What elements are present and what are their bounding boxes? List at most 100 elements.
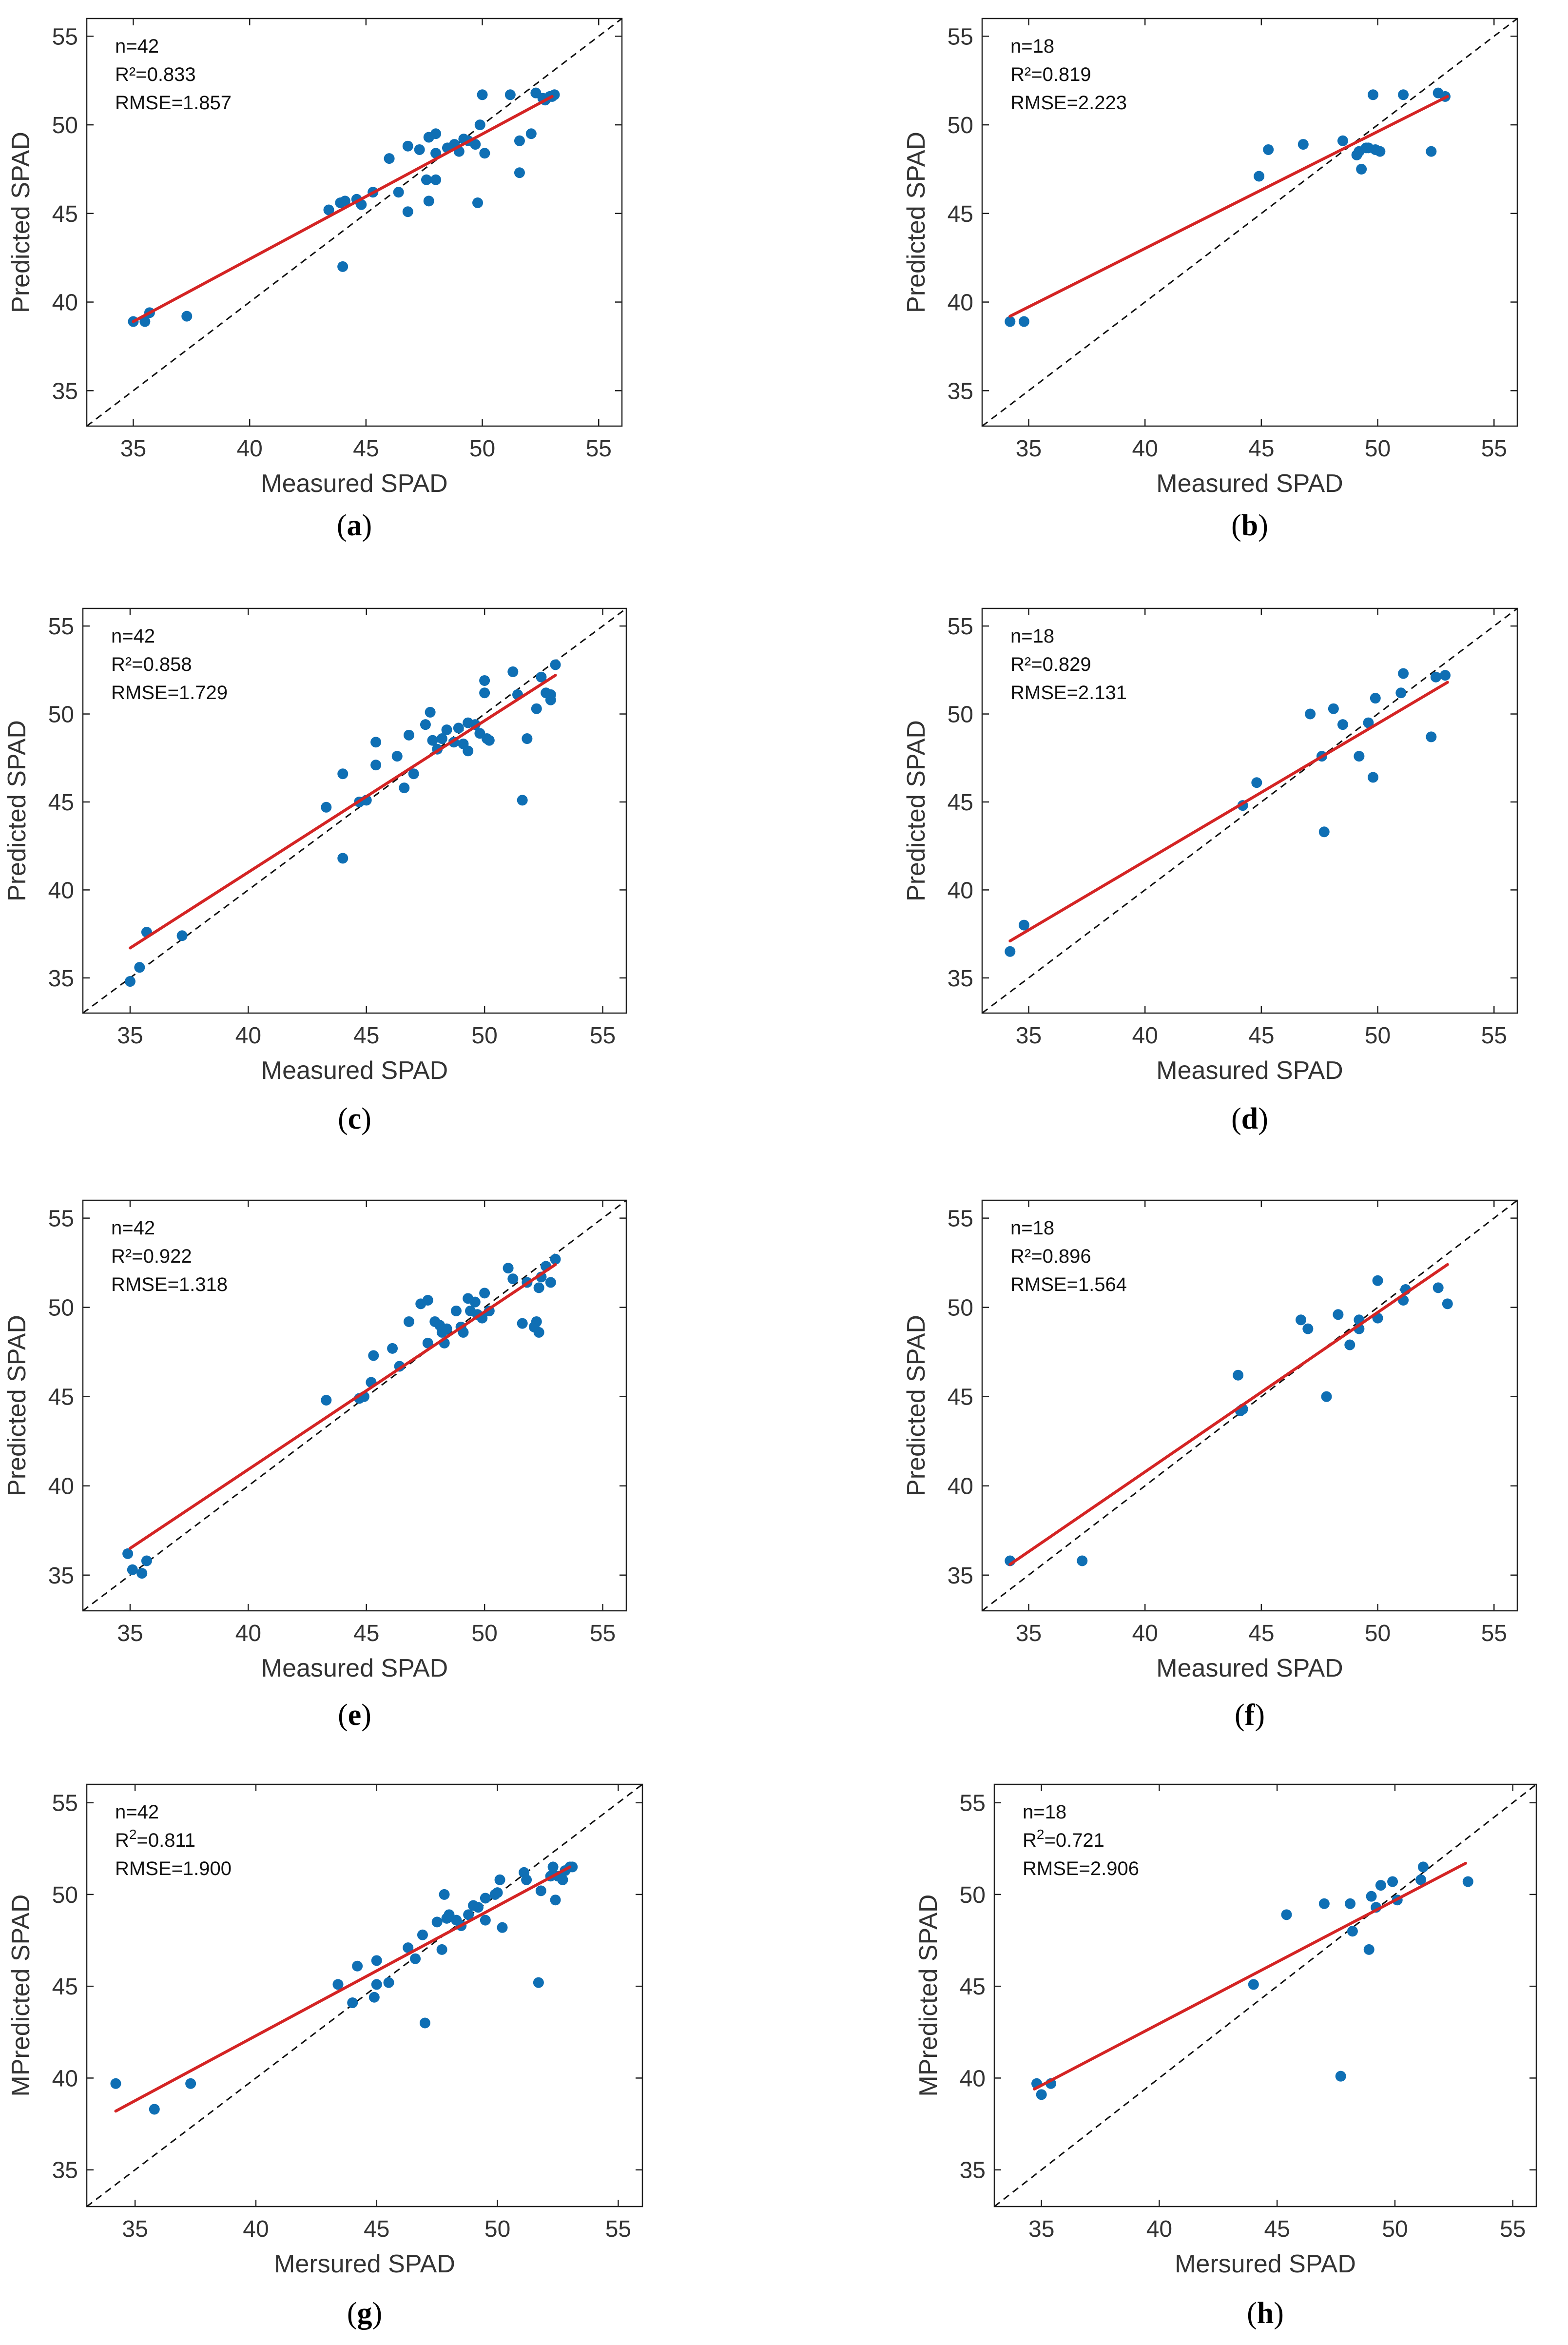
panel-a: 35 40 45 50 55 35 40 45 50 55 Measured SPAD Predict… (7, 18, 623, 542)
x-tick-label: 35 (1028, 2216, 1054, 2242)
fit-line (1033, 1861, 1467, 2091)
stat-line: R²=0.858 (111, 654, 192, 675)
data-point (439, 1889, 450, 1900)
data-point (1366, 1891, 1377, 1902)
data-point (421, 174, 432, 185)
y-tick-label: 35 (948, 1563, 973, 1589)
x-axis-label: Measured SPAD (1156, 1056, 1343, 1085)
fit-line (114, 1865, 572, 2113)
fit-line (128, 1263, 557, 1550)
x-tick-label: 35 (122, 2216, 148, 2242)
data-point (391, 751, 403, 762)
data-point (1077, 1555, 1088, 1566)
y-tick-label: 55 (960, 1791, 986, 1817)
data-point (387, 1343, 398, 1354)
data-point (1440, 670, 1451, 681)
data-point (1370, 693, 1381, 704)
plot-frame (993, 1783, 1537, 2208)
data-point (514, 135, 525, 146)
plot-frame (82, 1199, 627, 1612)
panel-g: 35 40 45 50 55 35 40 45 50 55 Mersured SPAD MPredic… (7, 1783, 643, 2330)
data-point (337, 853, 348, 864)
x-tick-label: 55 (1481, 436, 1507, 462)
data-point (545, 694, 556, 705)
data-point (417, 1929, 428, 1940)
data-point (533, 1977, 544, 1988)
data-point (1368, 89, 1379, 100)
data-point (474, 119, 485, 131)
x-tick-label: 35 (1016, 1023, 1042, 1049)
data-point (531, 703, 542, 714)
identity-line (982, 608, 1517, 1013)
x-tick-label: 40 (1132, 1023, 1158, 1049)
identity-line (994, 1784, 1536, 2207)
data-point (1442, 1298, 1453, 1309)
data-point (402, 206, 413, 217)
stat-line: RMSE=1.564 (1010, 1274, 1127, 1295)
data-point (507, 1273, 519, 1285)
x-tick-label: 45 (353, 1621, 379, 1646)
data-point (503, 1263, 514, 1274)
stat-line: n=18 (1023, 1801, 1066, 1823)
x-tick-label: 50 (469, 436, 495, 462)
y-tick-label: 45 (48, 1385, 74, 1410)
y-tick-label: 50 (948, 702, 973, 728)
panel-caption: (g) (347, 2297, 382, 2330)
data-point (514, 167, 525, 178)
y-axis-label: MPredicted SPAD (7, 1894, 35, 2096)
data-point (557, 1874, 568, 1885)
y-tick-label: 40 (48, 878, 74, 903)
data-point (181, 311, 193, 322)
plot-frame (981, 607, 1518, 1014)
data-point (441, 724, 452, 735)
stat-line: n=18 (1010, 36, 1054, 57)
data-point (1387, 1876, 1398, 1887)
data-point (1248, 1979, 1259, 1990)
data-point (1462, 1876, 1473, 1887)
data-point (1356, 163, 1367, 175)
data-point (124, 976, 136, 987)
x-tick-label: 35 (1016, 436, 1042, 462)
stat-r-symbol: R (115, 1830, 129, 1851)
stat-line: n=18 (1010, 625, 1054, 647)
y-tick-label: 50 (48, 702, 74, 728)
data-point (1368, 772, 1379, 783)
data-point (136, 1568, 148, 1579)
data-point (480, 1915, 491, 1926)
y-tick-label: 50 (948, 1295, 973, 1321)
data-point (450, 1305, 462, 1316)
data-point (550, 659, 561, 670)
x-tick-label: 55 (605, 2216, 631, 2242)
data-point (547, 1861, 559, 1873)
x-tick-label: 35 (117, 1621, 143, 1646)
stat-line: R²=0.896 (1010, 1246, 1091, 1267)
data-point (149, 2104, 160, 2115)
data-point (410, 1953, 421, 1964)
data-point (1395, 687, 1407, 699)
y-tick-label: 55 (948, 614, 973, 640)
fit-line (128, 674, 557, 950)
y-tick-label: 55 (948, 1206, 973, 1232)
y-tick-label: 35 (52, 2158, 78, 2184)
panel-caption-letter: h (1257, 2297, 1274, 2330)
y-tick-label: 40 (948, 878, 973, 903)
y-tick-label: 40 (960, 2066, 986, 2091)
stat-line: R²=0.922 (111, 1246, 192, 1267)
y-tick-label: 45 (948, 201, 973, 227)
stat-line: RMSE=1.318 (111, 1274, 228, 1295)
data-point (1297, 139, 1309, 150)
data-point (1344, 1339, 1355, 1350)
stat-line: R²=0.819 (1010, 64, 1091, 85)
plot-frame (86, 1783, 643, 2208)
y-tick-label: 55 (948, 24, 973, 50)
x-axis-label: Measured SPAD (261, 1056, 448, 1085)
x-tick-label: 45 (1248, 1023, 1274, 1049)
data-point (384, 153, 395, 164)
data-point (1426, 146, 1437, 157)
data-point (323, 204, 334, 215)
data-point (1036, 2089, 1047, 2100)
stat-line: n=18 (1010, 1217, 1054, 1239)
data-point (1302, 1323, 1314, 1334)
data-point (371, 1979, 382, 1990)
stat-line: n=42 (115, 1801, 159, 1823)
